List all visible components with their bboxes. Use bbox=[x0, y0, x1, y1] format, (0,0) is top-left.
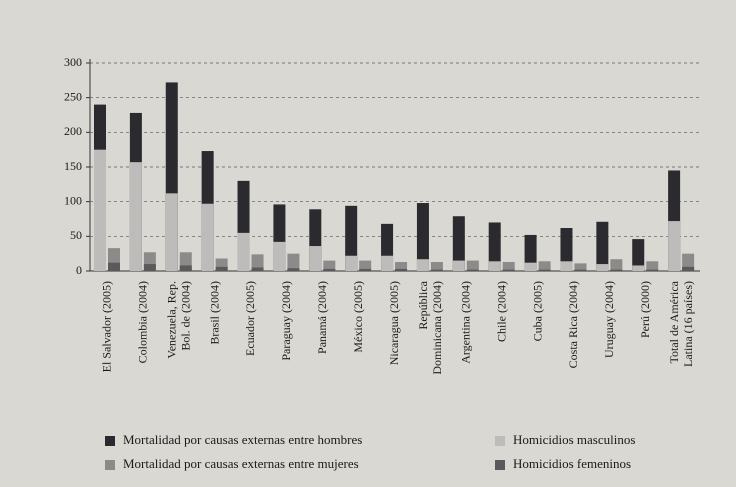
label-line: Venezuela, Rep. bbox=[164, 281, 178, 359]
bar bbox=[560, 261, 573, 271]
y-tick-label: 300 bbox=[64, 55, 82, 69]
label-line: República bbox=[416, 280, 430, 329]
y-tick-label: 0 bbox=[76, 263, 82, 277]
bar bbox=[345, 205, 358, 271]
bar bbox=[574, 269, 587, 271]
legend-swatch bbox=[105, 460, 115, 470]
bar bbox=[524, 262, 537, 271]
bar bbox=[646, 261, 659, 271]
x-tick-label: RepúblicaDominicana (2004) bbox=[416, 280, 444, 374]
legend-swatch bbox=[495, 460, 505, 470]
bar bbox=[466, 260, 479, 271]
x-tick-label: Perú (2000) bbox=[638, 281, 652, 338]
bar bbox=[108, 262, 120, 271]
bar bbox=[395, 268, 408, 271]
bar bbox=[488, 261, 501, 271]
bar bbox=[452, 216, 465, 271]
y-tick-label: 250 bbox=[64, 89, 82, 103]
bar bbox=[502, 261, 515, 271]
bar bbox=[502, 269, 515, 271]
x-tick-label: Ecuador (2005) bbox=[243, 281, 257, 356]
label-line: Dominicana (2004) bbox=[430, 281, 444, 375]
x-tick-label: Panamá (2004) bbox=[315, 281, 329, 354]
bar bbox=[596, 264, 609, 271]
bar bbox=[165, 193, 178, 271]
x-tick-label: El Salvador (2005) bbox=[100, 281, 114, 372]
bar bbox=[466, 269, 479, 271]
y-tick-label: 100 bbox=[64, 193, 82, 207]
bar bbox=[596, 221, 609, 271]
x-tick-label: Cuba (2005) bbox=[530, 281, 544, 341]
x-tick-label: Brasil (2004) bbox=[207, 281, 221, 345]
y-tick-label: 150 bbox=[64, 159, 82, 173]
bar bbox=[632, 265, 645, 271]
bar bbox=[359, 268, 372, 271]
x-tick-label: Venezuela, Rep.Bol. de (2004) bbox=[164, 281, 192, 359]
bar bbox=[215, 266, 228, 271]
bar bbox=[538, 269, 551, 271]
bar bbox=[179, 265, 192, 271]
y-tick-label: 50 bbox=[70, 228, 82, 242]
y-tick-label: 200 bbox=[64, 124, 82, 138]
legend-swatch bbox=[105, 436, 115, 446]
bar bbox=[632, 239, 645, 271]
bar bbox=[416, 259, 429, 271]
legend-label: Mortalidad por causas externas entre hom… bbox=[123, 432, 362, 447]
bar bbox=[430, 261, 443, 271]
x-tick-label: Nicaragua (2005) bbox=[387, 281, 401, 365]
bar bbox=[273, 241, 286, 271]
bar bbox=[359, 260, 372, 271]
label-line: Latina (16 países) bbox=[681, 281, 695, 367]
x-tick-label: México (2005) bbox=[351, 281, 365, 353]
bar bbox=[395, 261, 408, 271]
bar bbox=[201, 203, 214, 271]
x-tick-label: Total de AméricaLatina (16 países) bbox=[667, 280, 695, 367]
bar bbox=[381, 255, 394, 271]
bar bbox=[287, 253, 300, 271]
bar bbox=[430, 269, 443, 271]
bar bbox=[538, 261, 551, 271]
legend-label: Homicidios femeninos bbox=[513, 456, 631, 471]
legend-label: Homicidios masculinos bbox=[513, 432, 635, 447]
bar bbox=[323, 260, 336, 271]
bar bbox=[94, 149, 106, 271]
bar bbox=[416, 203, 429, 271]
bar bbox=[251, 254, 264, 271]
label-line: Total de América bbox=[667, 280, 681, 363]
bar bbox=[309, 246, 322, 271]
bar bbox=[129, 162, 142, 271]
bar bbox=[560, 228, 573, 271]
label-line: Bol. de (2004) bbox=[178, 281, 192, 351]
x-tick-label: Chile (2004) bbox=[494, 281, 508, 342]
legend-swatch bbox=[495, 436, 505, 446]
bar bbox=[610, 269, 623, 271]
bar bbox=[682, 253, 695, 271]
bar bbox=[251, 267, 264, 271]
bar bbox=[323, 268, 336, 271]
legend-label: Mortalidad por causas externas entre muj… bbox=[123, 456, 359, 471]
x-tick-label: Costa Rica (2004) bbox=[566, 281, 580, 368]
bar bbox=[237, 232, 250, 271]
bar bbox=[668, 221, 681, 271]
bar bbox=[287, 268, 300, 271]
bar bbox=[610, 259, 623, 271]
bar bbox=[452, 260, 465, 271]
bar bbox=[488, 222, 501, 271]
x-tick-label: Uruguay (2004) bbox=[602, 281, 616, 358]
x-tick-label: Colombia (2004) bbox=[136, 281, 150, 363]
bar bbox=[345, 255, 358, 271]
bar bbox=[143, 264, 156, 271]
x-tick-label: Argentina (2004) bbox=[459, 281, 473, 364]
bar bbox=[524, 234, 537, 271]
x-tick-label: Paraguay (2004) bbox=[279, 281, 293, 361]
bar bbox=[574, 263, 587, 271]
bar bbox=[682, 266, 695, 271]
bar bbox=[646, 269, 659, 271]
